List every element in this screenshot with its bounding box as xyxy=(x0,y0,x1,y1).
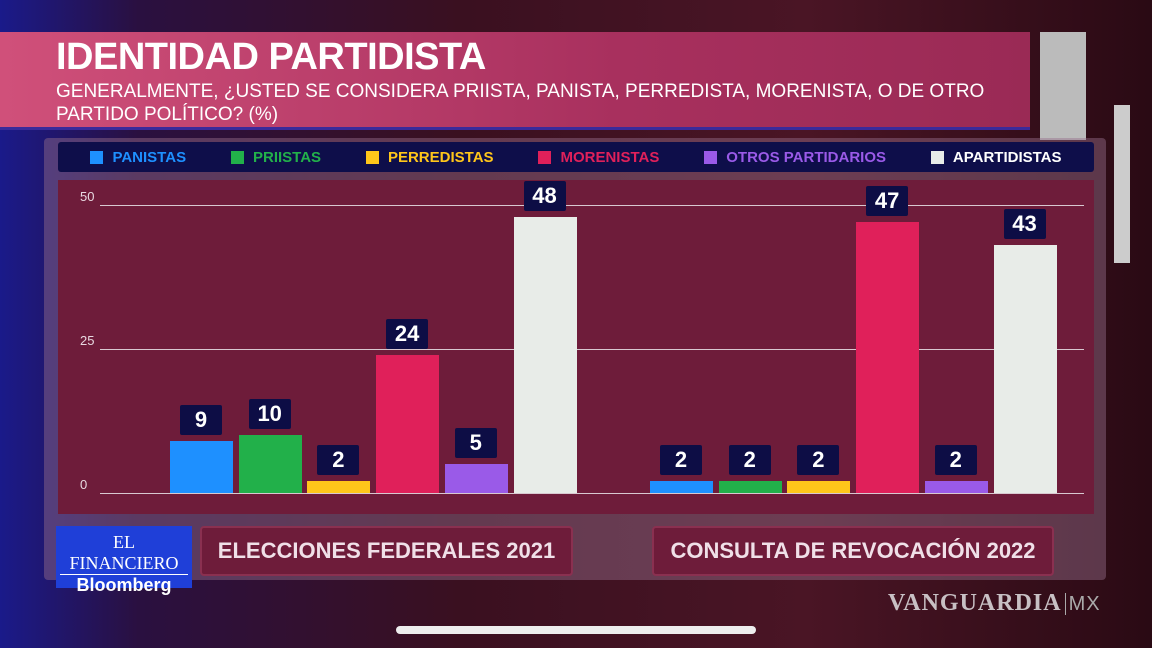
data-label: 2 xyxy=(728,445,771,476)
data-label: 10 xyxy=(248,399,291,430)
legend-item: PRIISTAS xyxy=(230,148,322,166)
legend-swatch xyxy=(704,150,718,164)
title-banner: IDENTIDAD PARTIDISTA GENERALMENTE, ¿USTE… xyxy=(0,32,1030,130)
legend-item: PERREDISTAS xyxy=(365,148,494,166)
legend-item: PANISTAS xyxy=(90,149,186,166)
legend-swatch xyxy=(365,150,379,164)
legend-item: APARTIDISTAS xyxy=(930,148,1062,166)
legend-label: APARTIDISTAS xyxy=(952,148,1062,166)
legend-item: OTROS PARTIDARIOS xyxy=(704,149,886,166)
bar xyxy=(170,441,233,493)
category-label: ELECCIONES FEDERALES 2021 xyxy=(200,526,573,576)
bar xyxy=(856,222,920,493)
legend-item: MORENISTAS xyxy=(538,149,659,166)
bar xyxy=(650,481,713,493)
home-indicator xyxy=(396,626,756,634)
data-label: 2 xyxy=(317,445,360,476)
bar xyxy=(924,481,988,493)
bar xyxy=(718,481,782,493)
data-label: 48 xyxy=(523,180,566,211)
data-label: 2 xyxy=(660,445,702,476)
bar xyxy=(513,216,577,493)
y-tick-label: 0 xyxy=(80,477,88,492)
data-label: 9 xyxy=(180,405,222,436)
data-label: 2 xyxy=(797,445,840,476)
logo-bottom: Bloomberg xyxy=(76,575,172,595)
gridline xyxy=(100,493,1084,494)
gridline xyxy=(100,349,1084,350)
vanguardia-watermark: VANGUARDIA MX xyxy=(888,590,1101,617)
bar xyxy=(376,354,440,493)
chart-title: IDENTIDAD PARTIDISTA xyxy=(56,36,486,78)
legend-swatch xyxy=(90,150,104,164)
legend-label: PERREDISTAS xyxy=(387,148,494,166)
legend: PANISTAS PRIISTAS PERREDISTAS MORENISTAS OTR… xyxy=(58,142,1094,172)
legend-swatch xyxy=(930,150,944,164)
data-label: 43 xyxy=(1003,209,1046,240)
bar xyxy=(238,435,302,493)
side-decoration xyxy=(1114,105,1130,263)
el-financiero-bloomberg-logo: EL FINANCIERO Bloomberg xyxy=(56,526,192,595)
bar xyxy=(444,464,508,493)
legend-swatch xyxy=(538,150,552,164)
y-tick-label: 25 xyxy=(80,333,95,348)
category-label: CONSULTA DE REVOCACIÓN 2022 xyxy=(652,526,1054,576)
legend-label: MORENISTAS xyxy=(560,148,660,166)
bar xyxy=(787,481,851,493)
watermark-suffix: MX xyxy=(1064,593,1101,615)
legend-label: OTROS PARTIDARIOS xyxy=(726,148,886,166)
data-label: 47 xyxy=(866,186,909,217)
data-label: 5 xyxy=(454,428,497,459)
y-tick-label: 50 xyxy=(80,189,95,204)
watermark-text: VANGUARDIA xyxy=(888,590,1062,616)
bar xyxy=(993,245,1057,493)
bar xyxy=(307,481,371,493)
logo-top: EL FINANCIERO xyxy=(60,526,188,575)
data-label: 24 xyxy=(386,318,429,349)
side-decoration xyxy=(1040,32,1086,140)
gridline xyxy=(100,205,1084,206)
data-label: 2 xyxy=(934,445,977,476)
legend-swatch xyxy=(230,150,244,164)
legend-label: PRIISTAS xyxy=(252,148,322,166)
chart-subtitle: GENERALMENTE, ¿USTED SE CONSIDERA PRIIST… xyxy=(56,81,985,125)
legend-label: PANISTAS xyxy=(112,148,187,166)
